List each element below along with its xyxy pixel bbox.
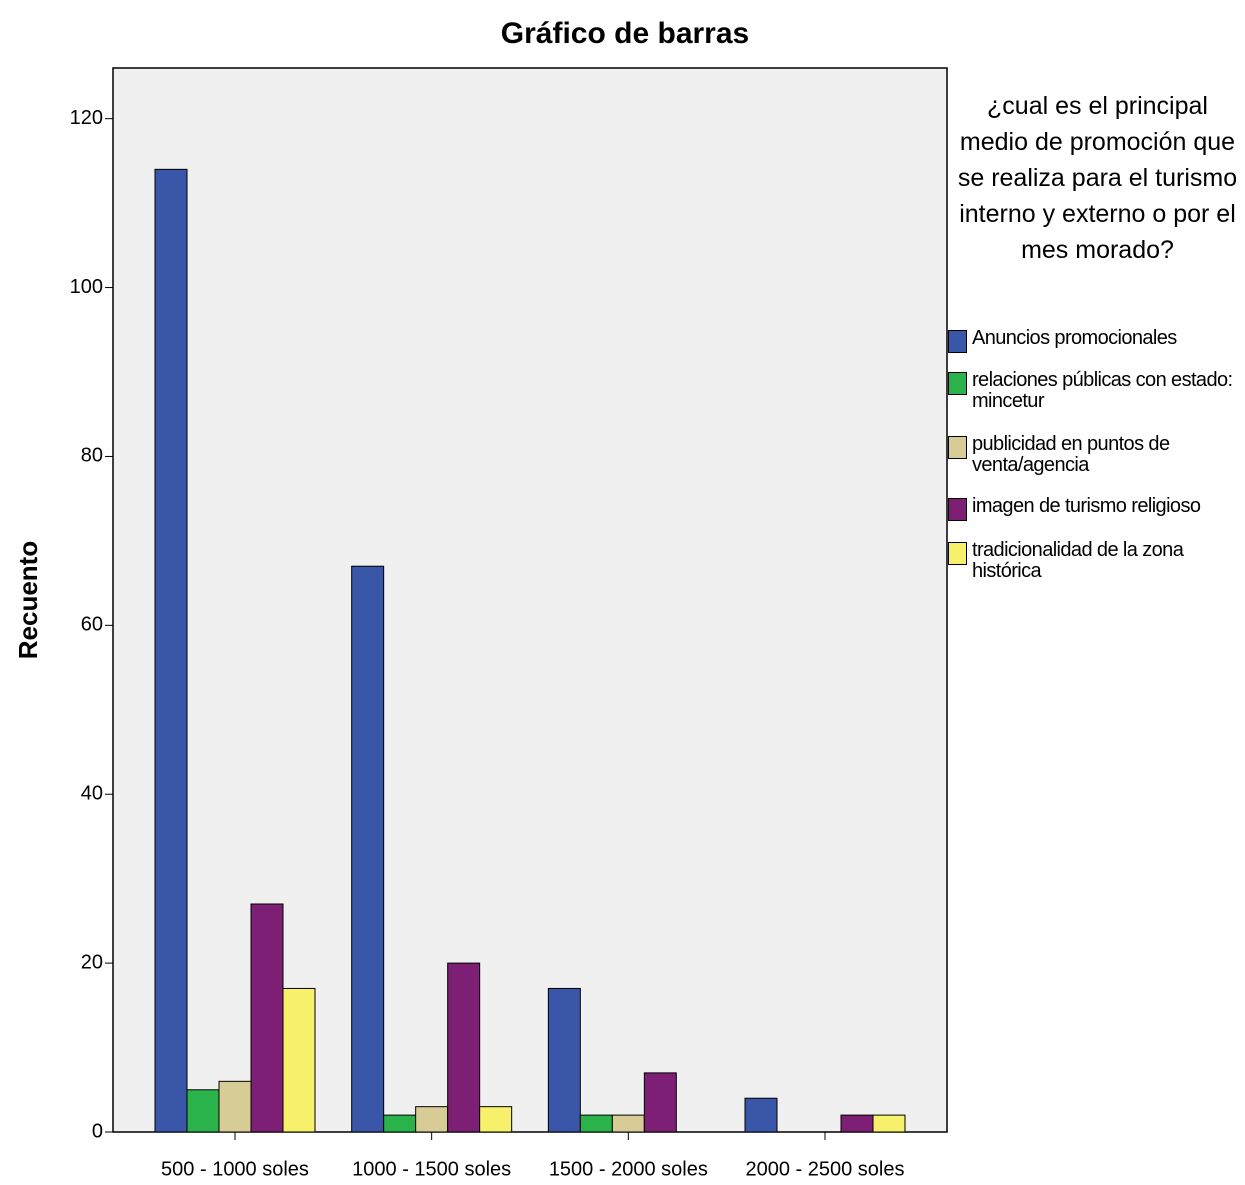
legend-item: publicidad en puntos de venta/agencia bbox=[948, 434, 1245, 476]
legend-label: imagen de turismo religioso bbox=[972, 495, 1201, 517]
y-axis-label: Recuento bbox=[13, 541, 43, 659]
legend-swatch bbox=[948, 542, 967, 565]
bar bbox=[218, 1080, 252, 1133]
legend-swatch bbox=[948, 498, 967, 521]
bar bbox=[250, 903, 284, 1133]
bar bbox=[643, 1072, 677, 1133]
bar bbox=[383, 1114, 417, 1133]
legend-item: imagen de turismo religioso bbox=[948, 496, 1245, 521]
bar bbox=[579, 1114, 613, 1133]
bar bbox=[415, 1106, 449, 1133]
x-tick-label: 1000 - 1500 soles bbox=[352, 1158, 511, 1180]
bar bbox=[840, 1114, 874, 1133]
bar bbox=[154, 168, 188, 1133]
bar bbox=[351, 565, 385, 1133]
y-tick-label: 100 bbox=[70, 276, 103, 298]
legend-swatch bbox=[948, 436, 967, 459]
legend-swatch bbox=[948, 330, 967, 353]
y-tick-label: 0 bbox=[92, 1120, 103, 1142]
chart-title: Gráfico de barras bbox=[501, 17, 749, 50]
x-tick-label: 1500 - 2000 soles bbox=[549, 1158, 708, 1180]
legend-label: tradicionalidad de la zona histórica bbox=[972, 539, 1184, 582]
x-tick-label: 2000 - 2500 soles bbox=[745, 1158, 904, 1180]
bar bbox=[611, 1114, 645, 1133]
y-tick-label: 80 bbox=[81, 445, 103, 467]
bar bbox=[282, 987, 316, 1133]
legend-label: publicidad en puntos de venta/agencia bbox=[972, 433, 1170, 476]
plot-area bbox=[112, 67, 948, 1133]
legend-item: Anuncios promocionales bbox=[948, 328, 1245, 353]
y-tick-label: 40 bbox=[81, 783, 103, 805]
bar bbox=[447, 962, 481, 1133]
y-tick-label: 120 bbox=[70, 107, 103, 129]
legend-item: tradicionalidad de la zona histórica bbox=[948, 540, 1245, 582]
x-tick-label: 500 - 1000 soles bbox=[161, 1158, 309, 1180]
legend-title: ¿cual es el principal medio de promoción… bbox=[957, 92, 1238, 264]
y-tick-label: 20 bbox=[81, 951, 103, 973]
bar bbox=[547, 987, 581, 1133]
bar bbox=[186, 1089, 220, 1133]
legend-label: relaciones públicas con estado: mincetur bbox=[972, 369, 1233, 412]
legend-item: relaciones públicas con estado: mincetur bbox=[948, 370, 1245, 412]
bar bbox=[479, 1106, 513, 1133]
legend-label: Anuncios promocionales bbox=[972, 327, 1177, 349]
bar bbox=[872, 1114, 906, 1133]
bar bbox=[744, 1097, 778, 1133]
y-tick-label: 60 bbox=[81, 614, 103, 636]
legend-swatch bbox=[948, 372, 967, 395]
